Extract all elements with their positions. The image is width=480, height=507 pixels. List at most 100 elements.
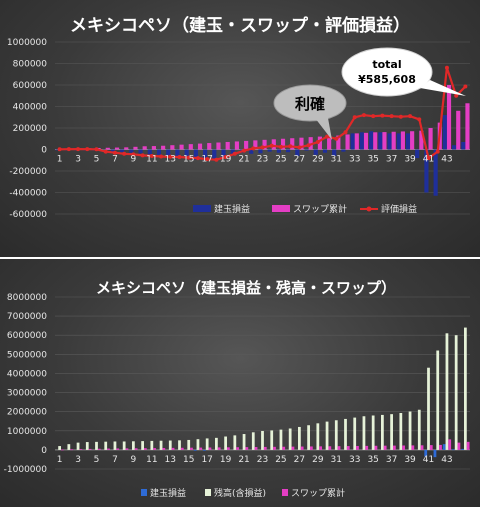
bar-2 — [280, 138, 286, 150]
profit-callout-bubble — [273, 84, 347, 122]
bar-1 — [286, 149, 291, 153]
bar-3 — [153, 448, 156, 450]
line-point — [352, 115, 357, 120]
bar-1 — [452, 449, 455, 451]
chart-2-canvas: メキシコペソ（建玉損益・残高・スワップ） 8000000 7000000 60000… — [4, 279, 470, 499]
x-tick-label: 11 — [146, 155, 157, 165]
bar-2 — [436, 350, 440, 450]
line-point — [195, 156, 200, 161]
line-point — [242, 148, 247, 153]
bar-2 — [105, 147, 110, 150]
line-point — [288, 144, 293, 149]
bar-3 — [439, 444, 442, 450]
bar-2 — [251, 432, 255, 450]
bar-2 — [371, 415, 375, 450]
x-tick-label: 33 — [349, 455, 360, 465]
y-tick-label: 2000000 — [7, 408, 47, 418]
legend-swatch — [193, 205, 211, 212]
x-tick-label: 25 — [275, 155, 286, 165]
line-point — [214, 157, 219, 162]
chart-1-title: メキシコペソ（建玉・スワップ・評価損益） — [70, 15, 410, 36]
bar-3 — [309, 446, 313, 450]
bar-3 — [190, 447, 193, 450]
legend-label: 評価損益 — [381, 203, 417, 215]
bar-3 — [374, 445, 378, 450]
bar-2 — [224, 436, 227, 450]
line-point — [168, 154, 173, 159]
bar-2 — [215, 437, 218, 450]
y-tick-label: -600000 — [9, 210, 47, 220]
line-point — [177, 155, 182, 160]
bar-2 — [187, 439, 191, 450]
bar-1 — [405, 133, 411, 150]
bar-1 — [424, 449, 428, 457]
x-tick-label: 23 — [257, 455, 268, 465]
line-point — [454, 93, 459, 98]
chart-1-canvas: メキシコペソ（建玉・スワップ・評価損益） 1000000 800000 600000… — [6, 15, 470, 220]
bar-2 — [233, 435, 237, 450]
x-tick-label: 31 — [331, 155, 342, 165]
x-tick-label: 43 — [441, 155, 452, 165]
bar-3 — [319, 446, 322, 450]
bar-2 — [419, 130, 424, 150]
x-tick-label: 13 — [165, 455, 176, 465]
panel-divider — [0, 257, 480, 259]
bar-1 — [120, 149, 125, 153]
y-tick-label: 3000000 — [7, 389, 47, 399]
bar-2 — [225, 141, 230, 150]
bar-1 — [369, 131, 374, 150]
bar-1 — [341, 149, 346, 152]
line-point — [159, 154, 164, 159]
bar-2 — [150, 440, 154, 450]
x-tick-label: 1 — [57, 155, 63, 165]
bar-3 — [199, 447, 203, 450]
x-tick-label: 21 — [238, 455, 249, 465]
line-point — [232, 151, 237, 156]
bar-3 — [226, 447, 230, 450]
bar-2 — [133, 146, 138, 150]
bar-1 — [221, 149, 226, 158]
bar-1 — [304, 149, 309, 151]
bar-2 — [113, 441, 117, 450]
x-tick-label: 25 — [275, 455, 286, 465]
bar-3 — [70, 449, 73, 451]
bar-1 — [147, 149, 152, 155]
bar-1 — [350, 133, 355, 150]
x-tick-label: 3 — [75, 455, 81, 465]
bar-3 — [273, 446, 276, 450]
bar-2 — [159, 440, 163, 450]
bar-2 — [454, 335, 458, 450]
x-tick-label: 5 — [94, 455, 100, 465]
line-point — [315, 139, 320, 144]
x-tick-label: 15 — [183, 155, 194, 165]
line-point — [398, 114, 403, 119]
total-callout-bubble — [341, 47, 433, 97]
x-tick-label: 37 — [386, 155, 397, 165]
x-tick-label: 39 — [404, 155, 416, 165]
legend-swatch — [272, 205, 290, 212]
bar-1 — [433, 449, 437, 458]
bar-2 — [122, 441, 126, 450]
bar-2 — [446, 85, 452, 150]
bar-1 — [442, 115, 447, 150]
bar-3 — [300, 446, 304, 450]
bar-1 — [267, 149, 272, 152]
bar-2 — [345, 134, 350, 150]
line-point — [417, 117, 422, 122]
bar-3 — [125, 448, 129, 450]
bar-2 — [58, 446, 61, 450]
bar-3 — [60, 449, 64, 451]
y-tick-label: 5000000 — [7, 350, 47, 360]
bar-2 — [279, 429, 283, 450]
total-callout-pointer — [420, 80, 466, 96]
bar-2 — [142, 146, 147, 150]
profit-callout-pointer — [315, 118, 332, 140]
bar-1 — [193, 449, 197, 451]
bar-1 — [156, 149, 162, 155]
bar-3 — [291, 446, 295, 450]
bar-2 — [399, 413, 403, 450]
y-tick-label: 200000 — [13, 124, 48, 134]
bar-2 — [178, 440, 181, 450]
bar-2 — [344, 418, 347, 450]
bar-2 — [390, 414, 393, 450]
